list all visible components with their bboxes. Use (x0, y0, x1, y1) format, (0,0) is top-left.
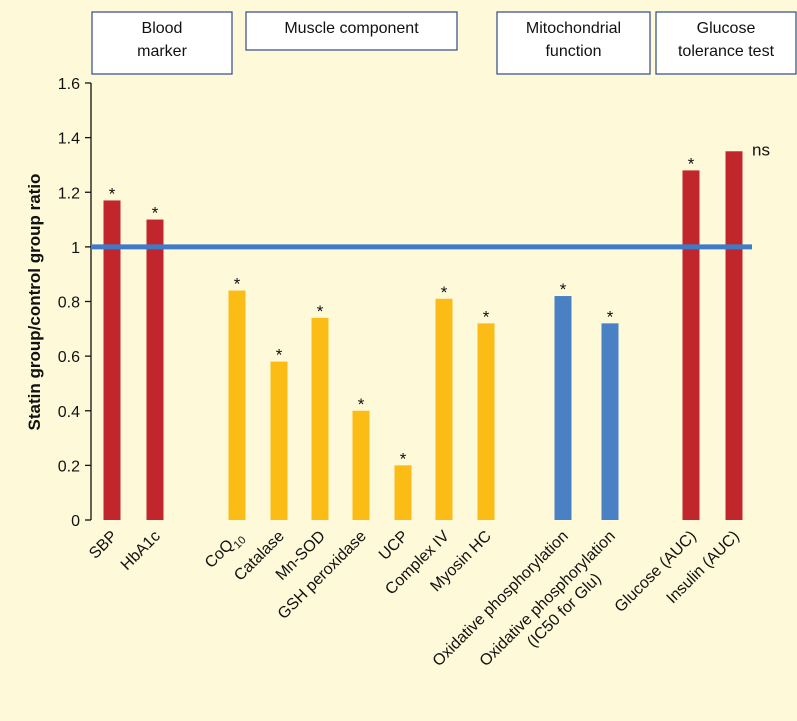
y-tick-label: 0.8 (58, 295, 80, 312)
group-box: Muscle component (245, 11, 458, 51)
group-box: Blood marker (91, 11, 233, 75)
significance-mark: * (607, 307, 614, 326)
x-tick-label: SBP (86, 528, 121, 563)
significance-mark: * (109, 184, 116, 203)
bar (146, 219, 164, 520)
x-category-label: HbA1c (118, 528, 164, 574)
group-box-label: function (545, 43, 601, 60)
significance-mark: * (358, 395, 365, 414)
significance-mark: * (317, 302, 324, 321)
significance-mark: * (276, 346, 283, 365)
group-box-label: tolerance test (678, 43, 775, 60)
group-box-label: Mitochondrial (526, 20, 621, 37)
bar (270, 361, 288, 520)
bar (682, 170, 700, 520)
bar (394, 465, 412, 520)
group-box-label: Muscle component (284, 20, 419, 37)
bar (554, 296, 572, 520)
y-tick-label: 0.6 (58, 349, 80, 366)
y-tick-label: 1.2 (58, 185, 80, 202)
x-tick-label: UCP (376, 528, 412, 564)
y-tick-label: 1.4 (58, 131, 80, 148)
x-category-label: SBP (86, 528, 121, 563)
significance-mark: * (688, 154, 695, 173)
significance-mark: * (234, 275, 241, 294)
bar (435, 298, 453, 520)
bar (228, 290, 246, 520)
x-category-label: UCP (376, 528, 412, 564)
significance-mark: * (400, 449, 407, 468)
group-box-frame (245, 11, 458, 51)
group-box-label: marker (137, 43, 187, 60)
y-tick-label: 0 (71, 513, 80, 530)
y-tick-label: 1 (71, 240, 80, 257)
significance-mark: * (152, 204, 159, 223)
y-tick-label: 0.2 (58, 458, 80, 475)
bar (477, 323, 495, 520)
significance-label: ns (752, 140, 770, 159)
group-box-frame (496, 11, 651, 75)
group-box-label: Blood (142, 20, 183, 37)
group-box: Glucose tolerance test (655, 11, 797, 75)
y-tick-label: 0.4 (58, 404, 80, 421)
significance-mark: * (441, 283, 448, 302)
bar (725, 151, 743, 520)
bar (601, 323, 619, 520)
group-box-frame (655, 11, 797, 75)
significance-mark: * (483, 307, 490, 326)
y-tick-label: 1.6 (58, 76, 80, 93)
bar (103, 200, 121, 520)
bar (352, 410, 370, 520)
group-box: Mitochondrial function (496, 11, 651, 75)
x-tick-label: HbA1c (118, 528, 164, 574)
bar (311, 317, 329, 520)
y-axis-label: Statin group/control group ratio (25, 174, 44, 431)
group-box-frame (91, 11, 233, 75)
group-box-label: Glucose (697, 20, 756, 37)
significance-mark: * (560, 280, 567, 299)
